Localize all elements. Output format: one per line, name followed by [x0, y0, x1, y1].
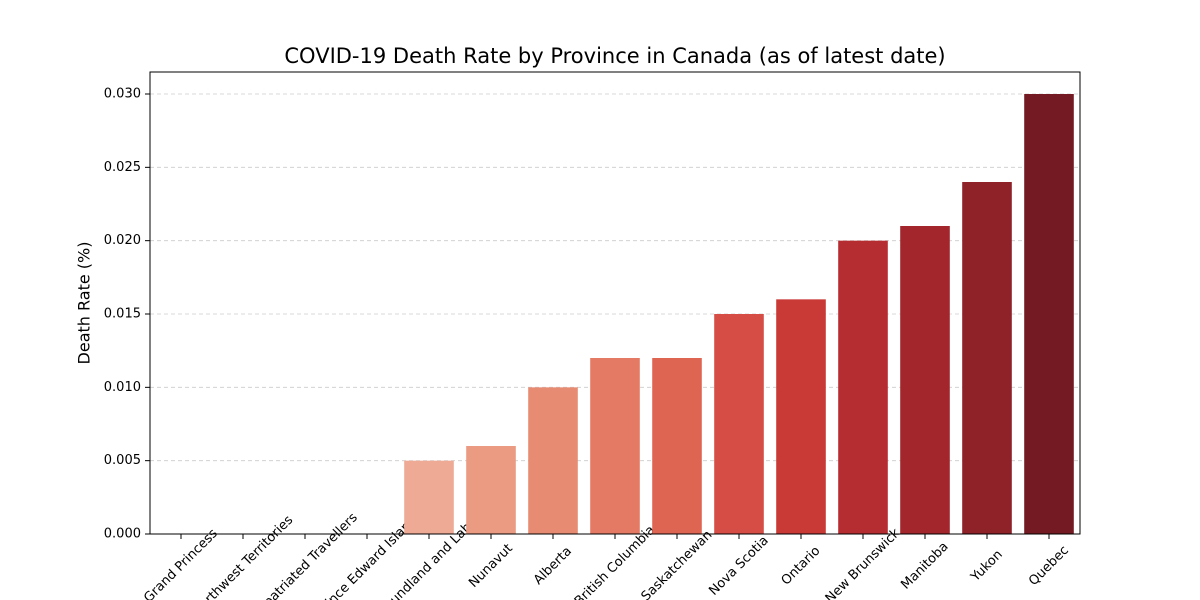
x-tick-label: Manitoba [898, 539, 951, 592]
bar [838, 240, 888, 534]
y-tick-label: 0.000 [104, 527, 141, 542]
x-tick-label: Yukon [968, 547, 1006, 585]
bar [652, 358, 702, 534]
plot-frame [149, 71, 1081, 535]
y-tick-label: 0.025 [104, 160, 141, 175]
x-tick-label: Quebec [1026, 543, 1072, 589]
chart-title: COVID-19 Death Rate by Province in Canad… [284, 44, 945, 68]
bar [404, 460, 454, 534]
bar [590, 358, 640, 534]
bar [776, 299, 826, 534]
x-tick-label: Nova Scotia [706, 533, 771, 598]
y-tick-label: 0.015 [104, 307, 141, 322]
x-tick-label: Alberta [531, 544, 575, 588]
bar [900, 226, 950, 534]
x-tick-label: Nunavut [466, 541, 516, 591]
y-tick-label: 0.005 [104, 453, 141, 468]
bar [714, 314, 764, 534]
y-axis-label: Death Rate (%) [75, 242, 94, 365]
x-tick-label: Ontario [779, 544, 824, 589]
y-tick-label: 0.030 [104, 87, 141, 102]
bar [1024, 94, 1074, 534]
bar [466, 446, 516, 534]
bar [528, 387, 578, 534]
y-tick-label: 0.020 [104, 233, 141, 248]
bar [962, 182, 1012, 534]
y-tick-label: 0.010 [104, 380, 141, 395]
